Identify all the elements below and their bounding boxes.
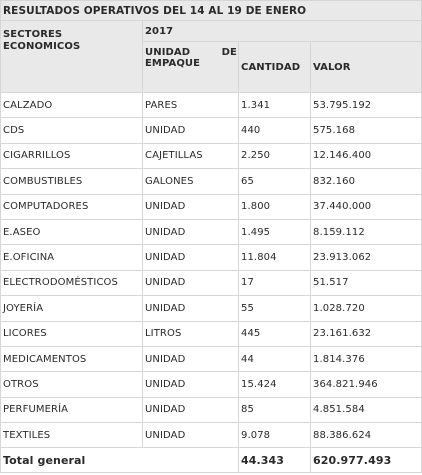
cell-sector: E.OFICINA [0, 244, 143, 271]
header-unidad-b: EMPAQUE [145, 58, 201, 69]
cell-cantidad: 440 [238, 117, 311, 144]
cell-valor: 12.146.400 [309, 142, 422, 170]
header-unidad: UNIDAD DE EMPAQUE [142, 41, 239, 93]
cell-valor: 53.795.192 [309, 91, 422, 119]
table-row: COMPUTADORES UNIDAD 1.800 37.440.000 [0, 193, 422, 220]
cell-unidad: UNIDAD [142, 371, 239, 398]
table-title: RESULTADOS OPERATIVOS DEL 14 AL 19 DE EN… [0, 0, 422, 21]
cell-sector: MEDICAMENTOS [0, 345, 143, 373]
table-row: CDS UNIDAD 440 575.168 [0, 117, 422, 144]
cell-valor: 23.913.062 [309, 244, 422, 271]
cell-cantidad: 65 [238, 168, 311, 195]
header-row-columns: UNIDAD DE EMPAQUE CANTIDAD VALOR [1, 41, 422, 93]
header-sectores: SECTORES ECONOMICOS [0, 20, 143, 93]
cell-valor: 4.851.584 [309, 396, 422, 424]
cell-sector: LICORES [0, 320, 143, 347]
cell-sector: E.ASEO [0, 218, 143, 246]
table-row: ELECTRODOMÉSTICOS UNIDAD 17 51.517 [0, 269, 422, 297]
cell-valor: 575.168 [309, 117, 422, 144]
header-cantidad: CANTIDAD [238, 41, 311, 93]
cell-sector: ELECTRODOMÉSTICOS [0, 269, 143, 297]
cell-cantidad: 1.341 [238, 91, 311, 119]
cell-unidad: UNIDAD [142, 244, 239, 271]
cell-sector: CALZADO [0, 91, 143, 119]
cell-cantidad: 17 [238, 269, 311, 297]
cell-cantidad: 2.250 [238, 142, 311, 170]
header-unidad-a: UNIDAD [145, 47, 191, 58]
cell-valor: 364.821.946 [309, 371, 422, 398]
header-unidad-de: DE [221, 47, 237, 58]
cell-sector: COMPUTADORES [0, 193, 143, 220]
cell-valor: 1.814.376 [309, 345, 422, 373]
table-row: E.ASEO UNIDAD 1.495 8.159.112 [0, 218, 422, 246]
cell-sector: CIGARRILLOS [0, 142, 143, 170]
table-row: TEXTILES UNIDAD 9.078 88.386.624 [0, 422, 422, 449]
title-row: RESULTADOS OPERATIVOS DEL 14 AL 19 DE EN… [0, 0, 422, 21]
cell-cantidad: 1.800 [238, 193, 311, 220]
cell-cantidad: 11.804 [238, 244, 311, 271]
header-valor: VALOR [309, 41, 422, 93]
header-row-year: SECTORES ECONOMICOS 2017 [0, 20, 422, 93]
table-row: LICORES LITROS 445 23.161.632 [0, 320, 422, 347]
cell-sector: OTROS [0, 371, 143, 398]
cell-unidad: LITROS [142, 320, 239, 347]
cell-unidad: UNIDAD [142, 295, 239, 322]
cell-cantidad: 85 [238, 396, 311, 424]
cell-unidad: GALONES [142, 168, 239, 195]
cell-sector: PERFUMERÍA [0, 396, 143, 424]
cell-cantidad: 445 [238, 320, 311, 347]
table-row: MEDICAMENTOS UNIDAD 44 1.814.376 [0, 345, 422, 373]
cell-sector: CDS [0, 117, 143, 144]
cell-unidad: UNIDAD [142, 117, 239, 144]
cell-cantidad: 44 [238, 345, 311, 373]
table-row: OTROS UNIDAD 15.424 364.821.946 [0, 371, 422, 398]
cell-unidad: UNIDAD [142, 269, 239, 297]
cell-valor: 832.160 [309, 168, 422, 195]
cell-valor: 1.028.720 [309, 295, 422, 322]
cell-cantidad: 15.424 [238, 371, 311, 398]
table-row: JOYERÍA UNIDAD 55 1.028.720 [0, 295, 422, 322]
cell-valor: 8.159.112 [309, 218, 422, 246]
cell-cantidad: 55 [238, 295, 311, 322]
cell-unidad: UNIDAD [142, 218, 239, 246]
cell-unidad: UNIDAD [142, 396, 239, 424]
table-row: E.OFICINA UNIDAD 11.804 23.913.062 [0, 244, 422, 271]
cell-unidad: UNIDAD [142, 193, 239, 220]
cell-cantidad: 1.495 [238, 218, 311, 246]
total-row: Total general 44.343 620.977.493 [0, 447, 422, 474]
cell-sector: COMBUSTIBLES [0, 168, 143, 195]
table-row: CIGARRILLOS CAJETILLAS 2.250 12.146.400 [0, 142, 422, 170]
table-row: COMBUSTIBLES GALONES 65 832.160 [0, 168, 422, 195]
total-cantidad: 44.343 [238, 447, 311, 474]
cell-valor: 51.517 [309, 269, 422, 297]
cell-sector: TEXTILES [0, 422, 143, 449]
cell-unidad: UNIDAD [142, 422, 239, 449]
total-valor: 620.977.493 [309, 447, 422, 474]
header-year: 2017 [141, 20, 422, 42]
header-sectores-label: SECTORES ECONOMICOS [3, 29, 81, 52]
cell-valor: 23.161.632 [309, 320, 422, 347]
cell-unidad: PARES [142, 91, 239, 119]
cell-valor: 37.440.000 [309, 193, 422, 220]
cell-sector: JOYERÍA [0, 295, 143, 322]
cell-valor: 88.386.624 [309, 422, 422, 449]
cell-cantidad: 9.078 [238, 422, 311, 449]
total-label: Total general [0, 447, 239, 474]
table-row: PERFUMERÍA UNIDAD 85 4.851.584 [0, 396, 422, 424]
cell-unidad: CAJETILLAS [142, 142, 239, 170]
table-row: CALZADO PARES 1.341 53.795.192 [0, 91, 422, 119]
cell-unidad: UNIDAD [142, 345, 239, 373]
